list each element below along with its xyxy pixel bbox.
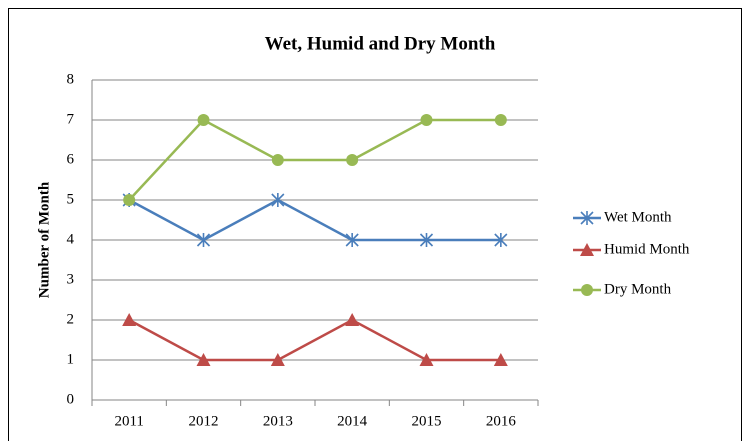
marker: [196, 233, 211, 247]
series-line: [128, 318, 501, 362]
marker: [345, 233, 359, 247]
marker: [419, 233, 434, 247]
chart-title: Wet, Humid and Dry Month: [265, 33, 496, 54]
series-line: [128, 118, 501, 201]
y-tick-label: 3: [67, 271, 75, 287]
legend-entry: Dry Month: [573, 281, 672, 297]
y-axis-label: Number of Month: [36, 181, 52, 298]
marker: [580, 243, 594, 256]
marker: [271, 154, 284, 166]
marker: [196, 353, 211, 366]
legend-entry: Humid Month: [573, 241, 690, 257]
legend-label: Dry Month: [604, 281, 672, 297]
legend-label: Humid Month: [604, 241, 690, 257]
x-tick-label: 2011: [114, 413, 143, 429]
y-tick-label: 8: [67, 71, 75, 87]
y-tick-label: 2: [67, 311, 75, 327]
y-tick-label: 0: [67, 391, 75, 407]
marker: [420, 114, 433, 126]
y-tick-label: 1: [67, 351, 75, 367]
marker: [493, 353, 508, 366]
x-tick-label: 2015: [412, 413, 442, 429]
x-tick-label: 2014: [337, 413, 368, 429]
marker: [494, 114, 507, 126]
marker: [419, 353, 434, 366]
legend-label: Wet Month: [604, 209, 672, 225]
marker: [580, 211, 594, 225]
marker: [581, 284, 593, 296]
marker: [270, 353, 285, 366]
x-tick-label: 2016: [486, 413, 517, 429]
y-tick-label: 7: [67, 111, 75, 127]
x-tick-label: 2013: [263, 413, 293, 429]
marker: [345, 313, 360, 326]
y-tick-label: 5: [67, 191, 75, 207]
marker: [197, 114, 210, 126]
marker: [494, 233, 508, 247]
marker: [271, 193, 285, 207]
legend-entry: Wet Month: [573, 209, 672, 225]
y-tick-label: 6: [67, 151, 75, 167]
y-tick-label: 4: [67, 231, 75, 247]
marker: [122, 313, 137, 326]
x-tick-label: 2012: [189, 413, 219, 429]
series-line: [128, 198, 501, 242]
marker: [346, 154, 359, 166]
chart-frame: [8, 8, 742, 441]
marker: [123, 194, 136, 206]
